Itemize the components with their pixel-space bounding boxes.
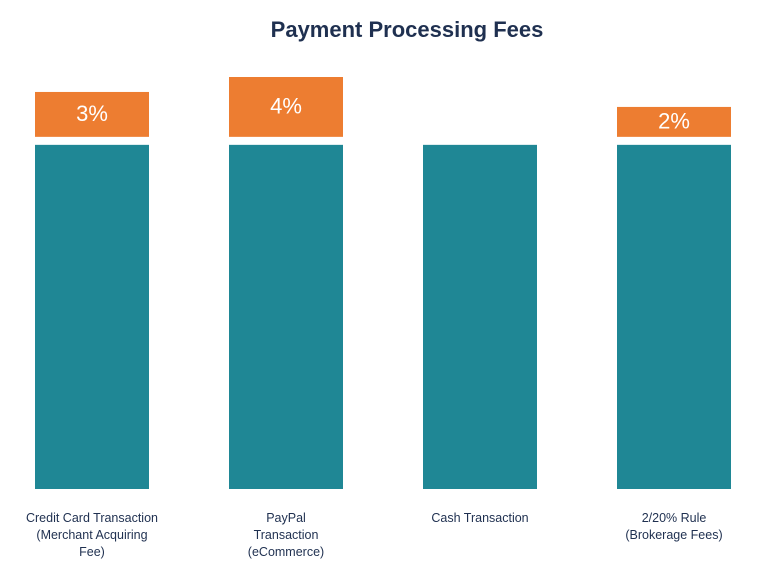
bar-segment (617, 106, 731, 137)
x-tick-label: Credit Card Transaction (Merchant Acquir… (25, 511, 158, 559)
chart-title: Payment Processing Fees (271, 17, 544, 42)
x-tick-label: 2/20% Rule (Brokerage Fees) (625, 511, 723, 542)
value-label: 4% (270, 94, 302, 119)
x-tick-label: Cash Transaction (431, 511, 529, 525)
value-label: 3% (76, 101, 108, 126)
bar-segment (423, 144, 537, 489)
bar-segment (617, 144, 731, 489)
bar-segment (35, 91, 149, 137)
value-label: 2% (658, 109, 690, 134)
bar-segment (35, 144, 149, 489)
bar-segment (229, 77, 343, 137)
bar-segment (229, 144, 343, 489)
x-tick-label: PayPal Transaction (eCommerce) (247, 511, 325, 559)
